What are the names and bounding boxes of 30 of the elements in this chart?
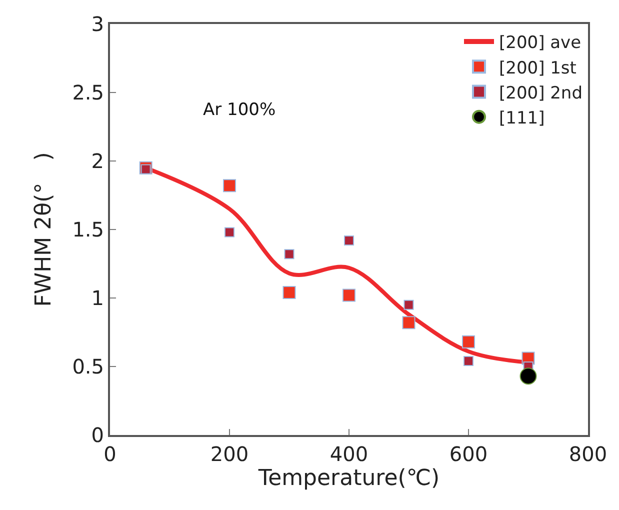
point <box>223 179 236 192</box>
point <box>520 368 537 385</box>
x-tick-label: 800 <box>568 442 608 466</box>
y-tick-label: 1.5 <box>72 218 104 242</box>
y-tick-label: 1 <box>91 286 104 310</box>
y-tick-label: 3 <box>91 12 104 36</box>
legend-label: [111] <box>499 108 545 128</box>
point <box>344 235 354 246</box>
y-tick-label: 2 <box>91 149 104 173</box>
point <box>462 335 475 348</box>
legend-label: [200] ave <box>499 33 582 54</box>
point <box>464 356 474 366</box>
point <box>342 288 356 302</box>
y-tick-label: 0 <box>91 423 104 447</box>
legend-label: [200] 2nd <box>499 83 582 104</box>
x-tick-label: 600 <box>449 442 488 466</box>
x-axis-title: Temperature(℃) <box>257 466 440 491</box>
point <box>140 164 151 174</box>
y-tick-label: 2.5 <box>72 80 104 104</box>
point <box>224 227 234 238</box>
x-tick-label: 400 <box>330 442 368 466</box>
legend-label: [200] 1st <box>499 58 577 78</box>
y-axis-title: FWHM 2θ(° ) <box>31 152 56 307</box>
point <box>282 286 296 300</box>
point <box>402 316 416 330</box>
y-tick-label: 0.5 <box>72 354 104 378</box>
point <box>404 300 414 310</box>
annotation: Ar 100% <box>203 100 276 120</box>
point <box>284 249 294 260</box>
x-tick-label: 200 <box>210 442 249 466</box>
